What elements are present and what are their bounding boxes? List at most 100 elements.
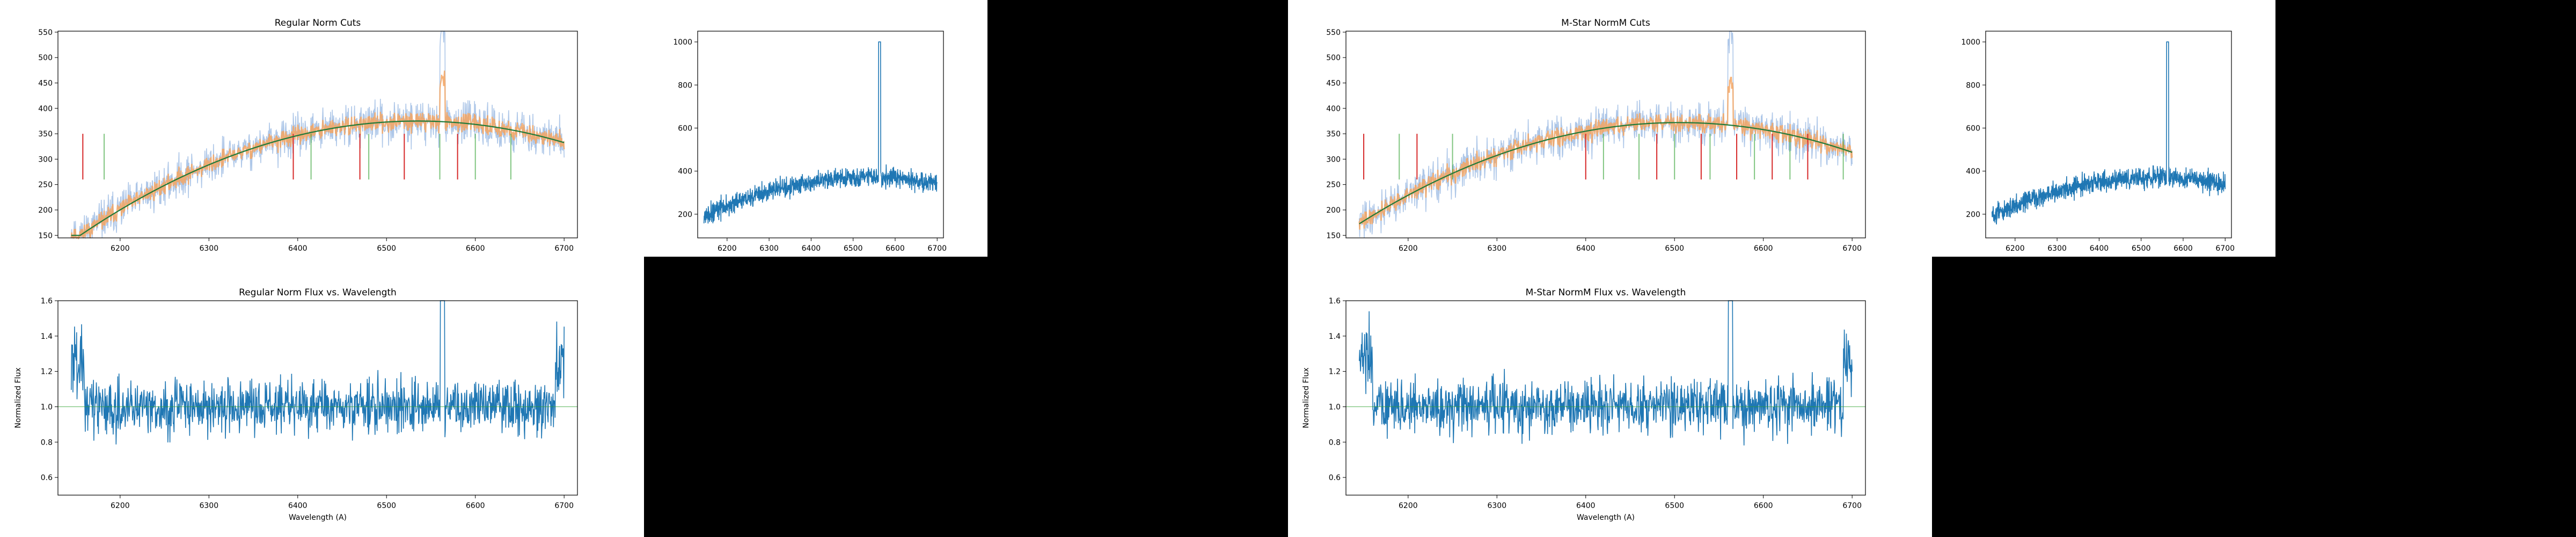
mstar-raw-chart: 6200 6300 6400 6500 6600 6700 200 400 600 800 1000: [1961, 31, 2235, 253]
x-tick-label: 6300: [1487, 502, 1506, 510]
plot-area: [1358, 31, 1853, 238]
y-tick-label: 0.6: [41, 474, 53, 482]
y-tick-label: 200: [678, 211, 692, 219]
x-tick-label: 6500: [377, 244, 396, 253]
y-tick-label: 600: [678, 124, 692, 133]
normalized-flux-line: [1359, 300, 1853, 446]
mstar-flux-panel: M-Star NormM Flux vs. Wavelength 6200 6300…: [1288, 257, 1932, 537]
y-tick-label: 300: [38, 155, 53, 164]
kept-flux-series: [1358, 76, 1853, 230]
y-tick-label: 200: [1966, 211, 1980, 219]
y-tick-label: 500: [38, 54, 53, 62]
y-axis-label: Normalized Flux: [14, 368, 23, 429]
x-tick-label: 6200: [1399, 502, 1418, 510]
continuum-fit-line: [71, 120, 565, 236]
x-tick-label: 6400: [1576, 244, 1596, 253]
y-tick-label: 250: [1326, 181, 1341, 190]
x-tick-label: 6500: [2132, 244, 2151, 253]
y-tick-label: 500: [1326, 54, 1341, 62]
x-axis-label: Wavelength (A): [1577, 513, 1635, 522]
y-tick-label: 0.8: [41, 438, 53, 447]
y-tick-label: 1.6: [41, 297, 53, 306]
x-tick-label: 6400: [2090, 244, 2109, 253]
x-tick-label: 6700: [1842, 244, 1862, 253]
x-tick-label: 6600: [466, 502, 485, 510]
x-tick-label: 6200: [111, 502, 130, 510]
regular-cuts-panel: Regular Norm Cuts 6200 6300 6400 6500 6600 670…: [0, 0, 644, 257]
x-tick-label: 6700: [554, 502, 574, 510]
regular-raw-chart: 6200 6300 6400 6500 6600 6700 200 400 600 800 1000: [673, 31, 947, 253]
x-tick-label: 6400: [288, 502, 308, 510]
plot-area: [1991, 41, 2226, 225]
y-tick-label: 1.4: [41, 332, 53, 341]
raw-spectrum-line: [1991, 41, 2226, 225]
plot-area: [70, 31, 565, 240]
y-tick-label: 600: [1966, 124, 1980, 133]
mstar-flux-chart: M-Star NormM Flux vs. Wavelength 6200 6300…: [1302, 287, 1866, 522]
y-tick-label: 250: [38, 181, 53, 190]
axes-frame: [1985, 31, 2232, 238]
regular-raw-panel: 6200 6300 6400 6500 6600 6700 200 400 600 800 1000: [644, 0, 987, 257]
mstar-cuts-panel: M-Star NormM Cuts 6200 6300 6400 6500 6600 670…: [1288, 0, 1932, 257]
y-tick-label: 400: [1326, 105, 1341, 113]
x-tick-label: 6200: [111, 244, 130, 253]
continuum-fit-line: [1359, 122, 1853, 224]
x-tick-label: 6300: [2047, 244, 2067, 253]
normalized-flux-line: [71, 300, 565, 445]
x-tick-label: 6600: [1754, 244, 1773, 253]
y-tick-label: 150: [38, 231, 53, 240]
y-tick-label: 350: [1326, 130, 1341, 139]
y-axis-label: Normalized Flux: [1302, 368, 1311, 429]
x-tick-label: 6300: [199, 244, 218, 253]
plot-area: [703, 41, 938, 224]
y-tick-label: 800: [678, 81, 692, 90]
chart-title: M-Star NormM Cuts: [1561, 18, 1650, 28]
x-tick-label: 6600: [466, 244, 485, 253]
y-tick-label: 1.4: [1329, 332, 1341, 341]
x-tick-label: 6700: [2215, 244, 2235, 253]
x-tick-label: 6400: [1576, 502, 1596, 510]
y-tick-label: 400: [1966, 168, 1980, 176]
axes-frame: [1345, 31, 1866, 238]
y-tick-label: 1.0: [1329, 403, 1341, 411]
x-tick-label: 6700: [554, 244, 574, 253]
y-tick-label: 400: [678, 168, 692, 176]
axes-frame: [1345, 300, 1866, 496]
chart-title: M-Star NormM Flux vs. Wavelength: [1526, 287, 1686, 298]
x-tick-label: 6400: [802, 244, 821, 253]
x-tick-label: 6300: [199, 502, 218, 510]
y-tick-label: 550: [38, 28, 53, 37]
y-tick-label: 1.6: [1329, 297, 1341, 306]
axes-frame: [57, 300, 578, 496]
axes-frame: [697, 31, 944, 238]
x-tick-label: 6500: [844, 244, 863, 253]
regular-flux-chart: Regular Norm Flux vs. Wavelength 6200 6300…: [14, 287, 578, 522]
raw-flux-series: [71, 31, 565, 239]
y-tick-label: 1.2: [1329, 368, 1341, 376]
y-tick-label: 0.6: [1329, 474, 1341, 482]
x-tick-label: 6700: [927, 244, 947, 253]
y-tick-label: 800: [1966, 81, 1980, 90]
x-tick-label: 6600: [885, 244, 905, 253]
x-tick-label: 6300: [1487, 244, 1506, 253]
y-tick-label: 200: [38, 206, 53, 215]
raw-spectrum-line: [703, 41, 938, 224]
y-tick-label: 400: [38, 105, 53, 113]
y-tick-label: 350: [38, 130, 53, 139]
y-tick-label: 1000: [673, 38, 692, 47]
x-tick-label: 6400: [288, 244, 308, 253]
x-tick-label: 6500: [1665, 244, 1684, 253]
plot-area: [1346, 300, 1865, 446]
x-tick-label: 6600: [1754, 502, 1773, 510]
y-tick-label: 550: [1326, 28, 1341, 37]
y-tick-label: 1.0: [41, 403, 53, 411]
plot-area: [58, 300, 577, 445]
y-tick-label: 200: [1326, 206, 1341, 215]
regular-cuts-chart: Regular Norm Cuts 6200 6300 6400 6500 6600 670…: [38, 18, 578, 253]
y-tick-label: 150: [1326, 231, 1341, 240]
chart-title: Regular Norm Cuts: [275, 18, 361, 28]
mstar-cuts-chart: M-Star NormM Cuts 6200 6300 6400 6500 6600 670…: [1326, 18, 1866, 253]
kept-flux-series: [70, 70, 565, 240]
y-tick-label: 300: [1326, 155, 1341, 164]
y-tick-label: 450: [1326, 79, 1341, 88]
